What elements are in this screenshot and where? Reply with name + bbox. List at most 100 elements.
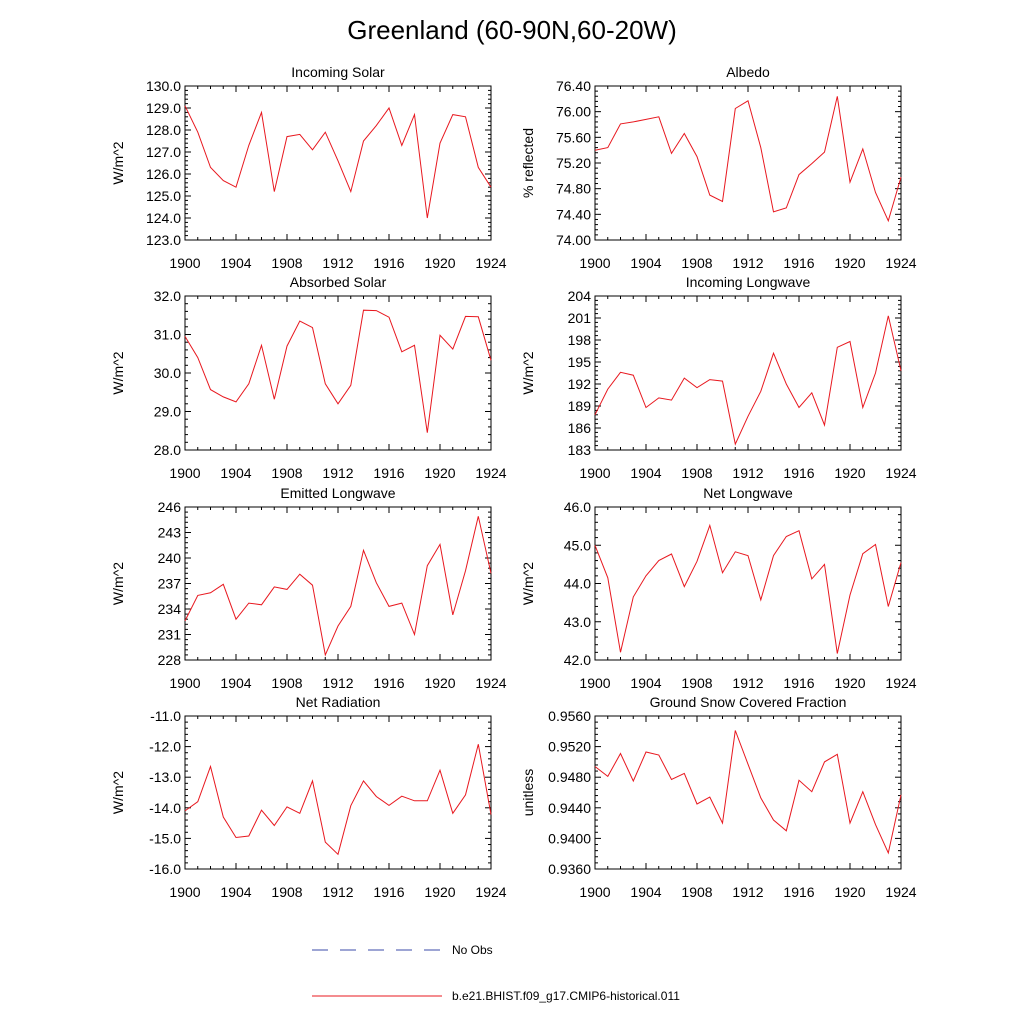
- y-tick-label: 228: [158, 652, 182, 668]
- x-tick-label: 1900: [169, 884, 200, 900]
- x-tick-label: 1924: [475, 675, 506, 691]
- series-line: [594, 96, 902, 223]
- x-tick-label: 1912: [322, 255, 353, 271]
- y-tick-label: 0.9440: [548, 800, 591, 816]
- y-tick-label: 44.0: [564, 576, 591, 592]
- y-tick-label: 32.0: [154, 288, 181, 304]
- series-line: [184, 105, 492, 219]
- y-axis-label: W/m^2: [110, 771, 126, 814]
- y-axis-label: W/m^2: [110, 562, 126, 605]
- y-tick-label: -13.0: [149, 769, 181, 785]
- x-tick-label: 1908: [271, 465, 302, 481]
- chart-panel-5: Net Longwave W/m^2 42.0 43.0 44.0 45.0 46.0 190…: [520, 485, 917, 691]
- y-tick-label: 195: [568, 354, 592, 370]
- y-tick-label: 28.0: [154, 442, 181, 458]
- x-tick-label: 1904: [630, 465, 661, 481]
- y-tick-label: 186: [568, 420, 592, 436]
- plot-frame: [184, 715, 492, 870]
- y-tick-label: 198: [568, 332, 592, 348]
- x-tick-label: 1924: [885, 884, 916, 900]
- x-tick-label: 1916: [373, 675, 404, 691]
- y-axis-label: unitless: [520, 769, 536, 816]
- chart-panel-3: Incoming Longwave W/m^2 183 186 189 192 195 198…: [520, 274, 917, 481]
- plot-frame: [184, 506, 492, 661]
- x-tick-label: 1900: [579, 465, 610, 481]
- x-tick-label: 1916: [783, 675, 814, 691]
- x-tick-label: 1912: [732, 675, 763, 691]
- x-tick-label: 1900: [579, 675, 610, 691]
- y-tick-label: 237: [158, 576, 182, 592]
- x-tick-label: 1912: [732, 465, 763, 481]
- panel-title: Net Longwave: [703, 485, 793, 501]
- y-tick-label: 31.0: [154, 327, 181, 343]
- x-tick-label: 1920: [834, 465, 865, 481]
- x-tick-label: 1924: [475, 255, 506, 271]
- y-tick-label: 29.0: [154, 404, 181, 420]
- x-tick-label: 1900: [579, 255, 610, 271]
- x-tick-label: 1904: [630, 675, 661, 691]
- chart-panel-4: Emitted Longwave W/m^2 228 231 234 237 240 243 2…: [110, 485, 507, 691]
- x-tick-label: 1908: [681, 465, 712, 481]
- chart-panel-0: Incoming Solar W/m^2 123.0 124.0 125.0 126.0 1…: [110, 64, 507, 271]
- x-tick-label: 1920: [834, 255, 865, 271]
- panel-title: Net Radiation: [296, 694, 381, 710]
- x-tick-label: 1916: [783, 465, 814, 481]
- y-tick-label: 192: [568, 376, 592, 392]
- panel-title: Ground Snow Covered Fraction: [650, 694, 847, 710]
- plot-frame: [594, 295, 902, 451]
- legend-label-obs: No Obs: [452, 943, 493, 957]
- x-tick-label: 1924: [475, 884, 506, 900]
- y-tick-label: -12.0: [149, 739, 181, 755]
- panel-title: Emitted Longwave: [280, 485, 395, 501]
- y-tick-label: 183: [568, 442, 592, 458]
- chart-panel-7: Ground Snow Covered Fraction unitless 0.93…: [520, 694, 917, 900]
- y-tick-label: 0.9480: [548, 769, 591, 785]
- x-tick-label: 1912: [322, 884, 353, 900]
- x-tick-label: 1912: [322, 675, 353, 691]
- y-tick-label: 75.20: [556, 155, 591, 171]
- chart-panel-1: Albedo % reflected 74.00 74.40 74.80 75.20 75.…: [520, 64, 917, 271]
- y-tick-label: 243: [158, 525, 182, 541]
- y-tick-label: 123.0: [146, 232, 181, 248]
- y-tick-label: 125.0: [146, 188, 181, 204]
- panel-title: Incoming Solar: [291, 64, 385, 80]
- y-tick-label: 75.60: [556, 129, 591, 145]
- x-tick-label: 1920: [424, 884, 455, 900]
- y-tick-label: 76.00: [556, 104, 591, 120]
- x-tick-label: 1912: [732, 884, 763, 900]
- panel-title: Absorbed Solar: [290, 274, 387, 290]
- x-tick-label: 1916: [373, 255, 404, 271]
- page-title: Greenland (60-90N,60-20W): [347, 15, 677, 45]
- x-tick-label: 1920: [424, 465, 455, 481]
- x-tick-label: 1916: [373, 884, 404, 900]
- y-axis-label: W/m^2: [110, 351, 126, 394]
- series-line: [184, 516, 492, 657]
- y-tick-label: 189: [568, 398, 592, 414]
- x-tick-label: 1900: [169, 675, 200, 691]
- y-tick-label: 0.9560: [548, 708, 591, 724]
- y-axis-label: W/m^2: [110, 141, 126, 184]
- y-tick-label: 0.9360: [548, 861, 591, 877]
- y-tick-label: -11.0: [150, 708, 181, 724]
- y-tick-label: -14.0: [149, 800, 181, 816]
- y-axis-label: W/m^2: [520, 351, 536, 394]
- series-line: [184, 744, 492, 856]
- series-line: [594, 523, 902, 654]
- y-tick-label: 234: [158, 601, 182, 617]
- legend-swatch-obs: [312, 949, 442, 951]
- x-tick-label: 1908: [271, 255, 302, 271]
- x-tick-label: 1916: [783, 255, 814, 271]
- series-line: [594, 730, 902, 855]
- y-tick-label: 45.0: [564, 537, 591, 553]
- plot-frame: [594, 85, 902, 241]
- x-tick-label: 1900: [169, 465, 200, 481]
- y-tick-label: 42.0: [564, 652, 591, 668]
- y-tick-label: 128.0: [146, 122, 181, 138]
- x-tick-label: 1924: [885, 675, 916, 691]
- y-tick-label: 43.0: [564, 614, 591, 630]
- x-tick-label: 1912: [732, 255, 763, 271]
- y-axis-label: % reflected: [520, 128, 536, 198]
- panel-title: Incoming Longwave: [686, 274, 811, 290]
- y-tick-label: 240: [158, 550, 182, 566]
